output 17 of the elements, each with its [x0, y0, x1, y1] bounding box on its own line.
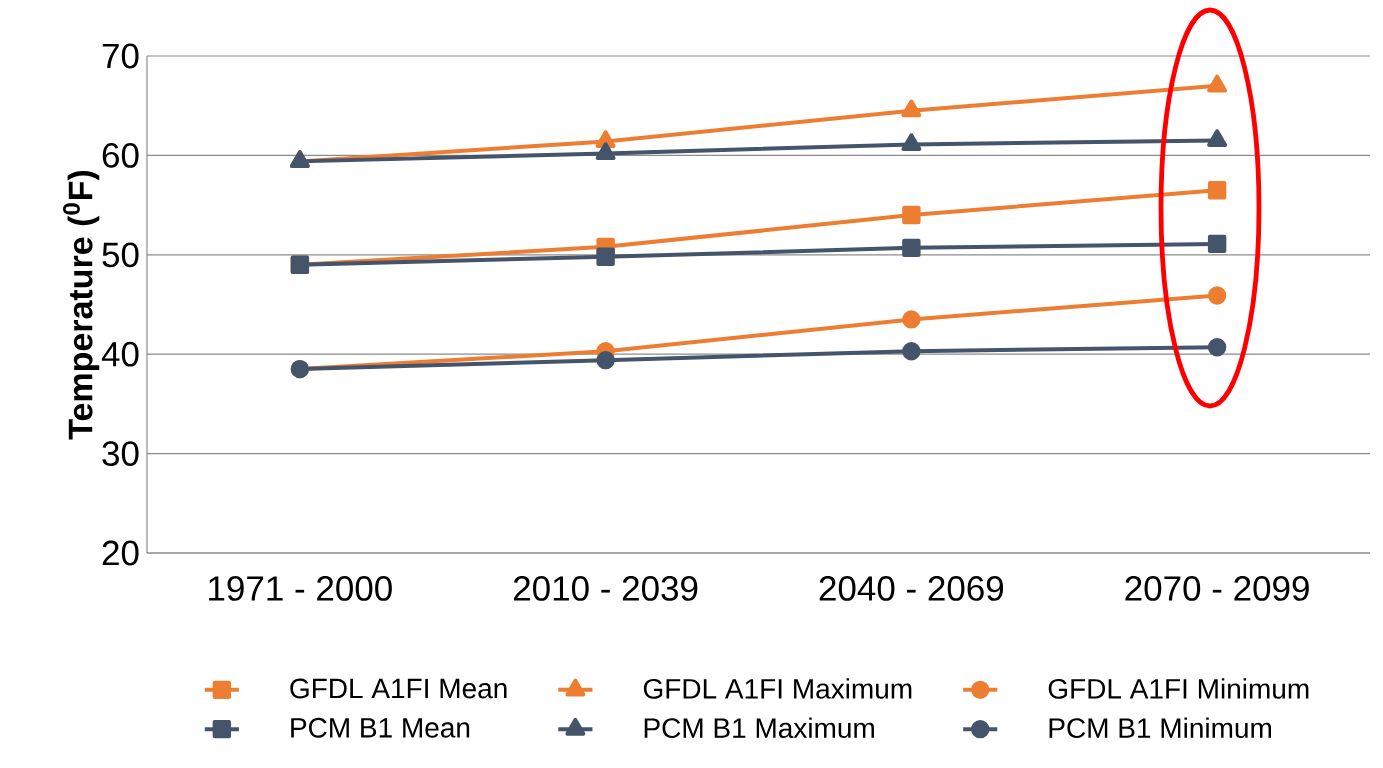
legend-label: GFDL A1FI Mean — [290, 678, 507, 699]
y-tick-label: 30 — [102, 441, 139, 466]
x-tick-label: 2070 - 2099 — [1125, 576, 1309, 601]
legend-label: GFDL A1FI Minimum — [1048, 678, 1309, 699]
x-tick-label: 2010 - 2039 — [513, 576, 698, 601]
legend-label: PCM B1 Mean — [291, 717, 470, 738]
legend-label: PCM B1 Maximum — [644, 717, 874, 739]
legend-label: PCM B1 Minimum — [1049, 717, 1271, 739]
y-tick-label: 20 — [102, 540, 139, 566]
x-tick-label: 1971 - 2000 — [209, 576, 392, 601]
y-tick-label: 50 — [102, 242, 139, 268]
y-tick-label: 40 — [101, 341, 139, 367]
y-tick-label: 60 — [102, 143, 139, 168]
y-axis-title: Temperature ($^{0}$F) — [63, 170, 100, 440]
legend-label: GFDL A1FI Maximum — [643, 678, 912, 699]
x-tick-label: 2040 - 2069 — [819, 576, 1004, 601]
y-tick-label: 70 — [102, 43, 139, 69]
